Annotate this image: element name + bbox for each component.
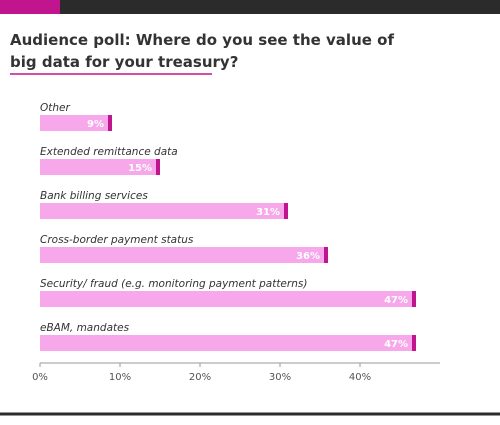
value-label: 15%	[128, 163, 152, 174]
value-label: 47%	[384, 295, 408, 306]
bar	[40, 203, 288, 219]
top-accent	[0, 0, 60, 14]
x-tick-label: 10%	[109, 372, 131, 383]
chart-title: Audience poll: Where do you see the valu…	[10, 31, 394, 71]
category-label: Other	[40, 102, 70, 114]
category-label: Security/ fraud (e.g. monitoring payment…	[40, 278, 307, 290]
bar	[40, 159, 160, 175]
bar-accent	[156, 159, 160, 175]
top-band	[0, 0, 500, 14]
bar	[40, 115, 112, 131]
bar	[40, 291, 416, 307]
bar	[40, 335, 416, 351]
value-label: 31%	[256, 207, 280, 218]
value-label: 36%	[296, 251, 320, 262]
x-tick-label: 30%	[269, 372, 291, 383]
value-label: 9%	[87, 119, 104, 130]
bar-accent	[108, 115, 112, 131]
value-label: 47%	[384, 339, 408, 350]
category-label: Cross-border payment status	[40, 234, 194, 246]
category-label: Extended remittance data	[40, 146, 178, 158]
category-label: eBAM, mandates	[40, 322, 130, 334]
bar-accent	[324, 247, 328, 263]
bar-accent	[412, 335, 416, 351]
bar-accent	[412, 291, 416, 307]
bar-accent	[284, 203, 288, 219]
x-tick-label: 20%	[189, 372, 211, 383]
x-tick-label: 0%	[32, 372, 48, 383]
category-label: Bank billing services	[40, 190, 148, 202]
bar	[40, 247, 328, 263]
x-tick-label: 40%	[349, 372, 371, 383]
